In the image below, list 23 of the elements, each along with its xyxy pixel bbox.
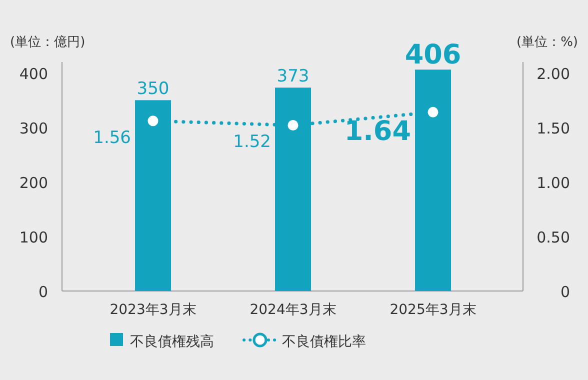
data-label: 406 — [404, 40, 462, 71]
data-label: 350 — [136, 79, 170, 100]
y2-tick-label: 1.00 — [536, 174, 570, 192]
y-axis-title: (単位：億円) — [10, 35, 86, 50]
y-tick-label: 0 — [38, 283, 48, 301]
legend-label: 不良債権残高 — [130, 334, 214, 350]
x-tick-label: 2023年3月末 — [110, 302, 196, 318]
y2-tick-label: 1.50 — [536, 119, 570, 138]
data-label: 373 — [276, 66, 310, 87]
y-tick-label: 100 — [19, 228, 48, 246]
y2-axis-title: (単位：%) — [516, 35, 578, 50]
data-label: 1.56 — [93, 128, 131, 148]
legend-label: 不良債権比率 — [282, 334, 366, 350]
y2-tick-label: 2.00 — [536, 64, 570, 83]
x-tick-label: 2025年3月末 — [390, 302, 476, 318]
data-label: 1.52 — [233, 132, 271, 152]
y-tick-label: 400 — [19, 64, 48, 83]
y-tick-label: 200 — [19, 174, 48, 192]
y2-tick-label: 0.50 — [536, 228, 570, 246]
y-tick-label: 300 — [19, 119, 48, 138]
x-tick-label: 2024年3月末 — [250, 302, 336, 318]
data-label: 1.64 — [344, 116, 411, 148]
y2-tick-label: 0 — [560, 283, 570, 301]
